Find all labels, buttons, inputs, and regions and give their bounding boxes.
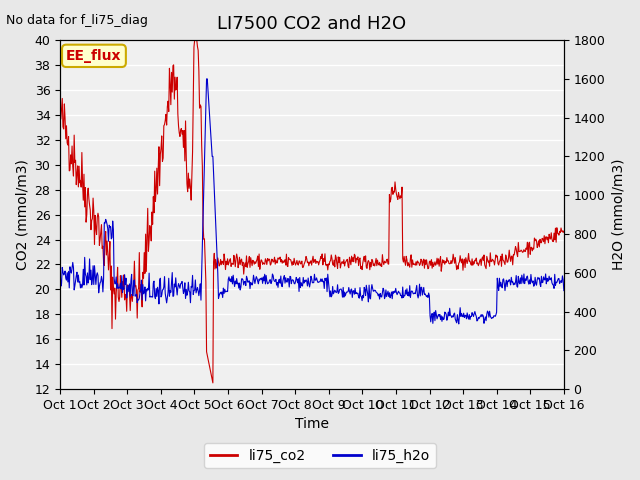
li75_co2	[168, 89, 176, 95]
li75_co2	[65, 168, 73, 174]
li75_h2o	[455, 321, 463, 327]
li75_co2	[209, 380, 217, 386]
li75_h2o	[168, 270, 176, 276]
Y-axis label: H2O (mmol/m3): H2O (mmol/m3)	[611, 159, 625, 270]
li75_h2o	[203, 76, 211, 82]
li75_co2	[389, 192, 397, 197]
li75_co2	[56, 105, 64, 110]
Text: EE_flux: EE_flux	[66, 49, 122, 63]
li75_co2	[117, 282, 125, 288]
li75_h2o	[117, 286, 125, 292]
Line: li75_h2o: li75_h2o	[60, 79, 564, 324]
X-axis label: Time: Time	[295, 418, 329, 432]
li75_h2o	[374, 290, 381, 296]
Text: No data for f_li75_diag: No data for f_li75_diag	[6, 14, 148, 27]
Title: LI7500 CO2 and H2O: LI7500 CO2 and H2O	[218, 15, 406, 33]
li75_h2o	[560, 288, 568, 293]
li75_co2	[560, 228, 568, 234]
li75_co2	[374, 261, 382, 267]
Legend: li75_co2, li75_h2o: li75_co2, li75_h2o	[204, 443, 436, 468]
li75_co2	[191, 37, 198, 43]
li75_h2o	[65, 285, 73, 291]
li75_co2	[196, 105, 204, 111]
li75_h2o	[195, 293, 203, 299]
li75_h2o	[388, 296, 396, 301]
Y-axis label: CO2 (mmol/m3): CO2 (mmol/m3)	[15, 159, 29, 270]
li75_h2o	[56, 267, 64, 273]
Line: li75_co2: li75_co2	[60, 40, 564, 383]
